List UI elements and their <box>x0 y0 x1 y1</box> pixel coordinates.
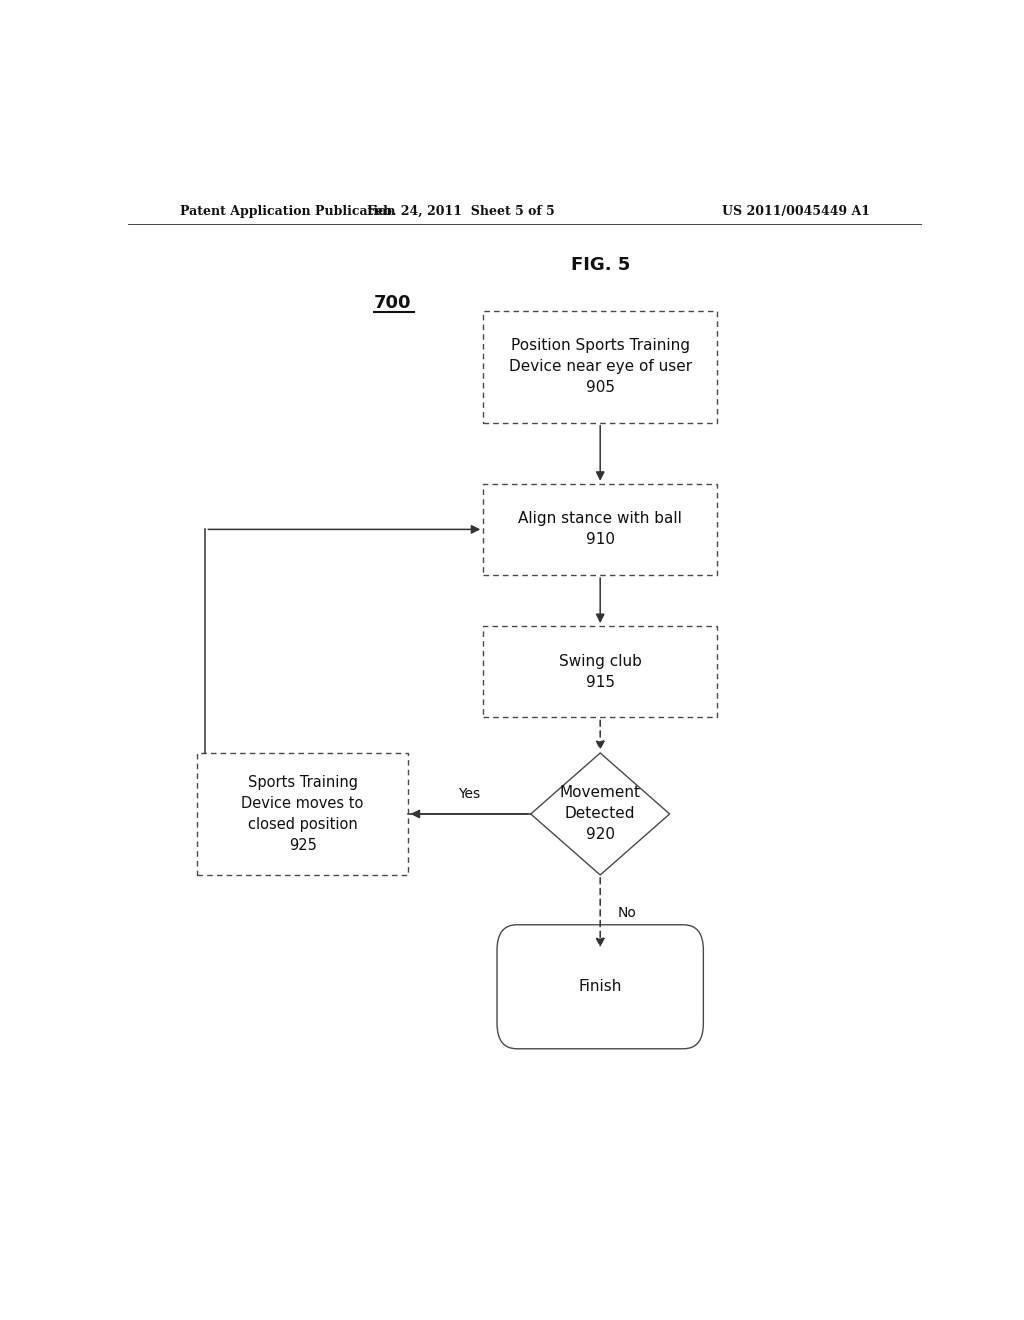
Text: Finish: Finish <box>579 979 622 994</box>
Text: Align stance with ball
910: Align stance with ball 910 <box>518 511 682 548</box>
Text: Sports Training
Device moves to
closed position
925: Sports Training Device moves to closed p… <box>242 775 364 853</box>
Text: Yes: Yes <box>458 787 480 801</box>
Text: Movement
Detected
920: Movement Detected 920 <box>560 785 641 842</box>
Text: Feb. 24, 2011  Sheet 5 of 5: Feb. 24, 2011 Sheet 5 of 5 <box>368 205 555 218</box>
Text: Patent Application Publication: Patent Application Publication <box>179 205 395 218</box>
Text: FIG. 5: FIG. 5 <box>570 256 630 275</box>
Text: Position Sports Training
Device near eye of user
905: Position Sports Training Device near eye… <box>509 338 692 395</box>
Text: Swing club
915: Swing club 915 <box>559 653 642 689</box>
Text: No: No <box>617 906 637 920</box>
Text: US 2011/0045449 A1: US 2011/0045449 A1 <box>722 205 870 218</box>
Text: 700: 700 <box>374 294 412 312</box>
FancyBboxPatch shape <box>497 925 703 1049</box>
